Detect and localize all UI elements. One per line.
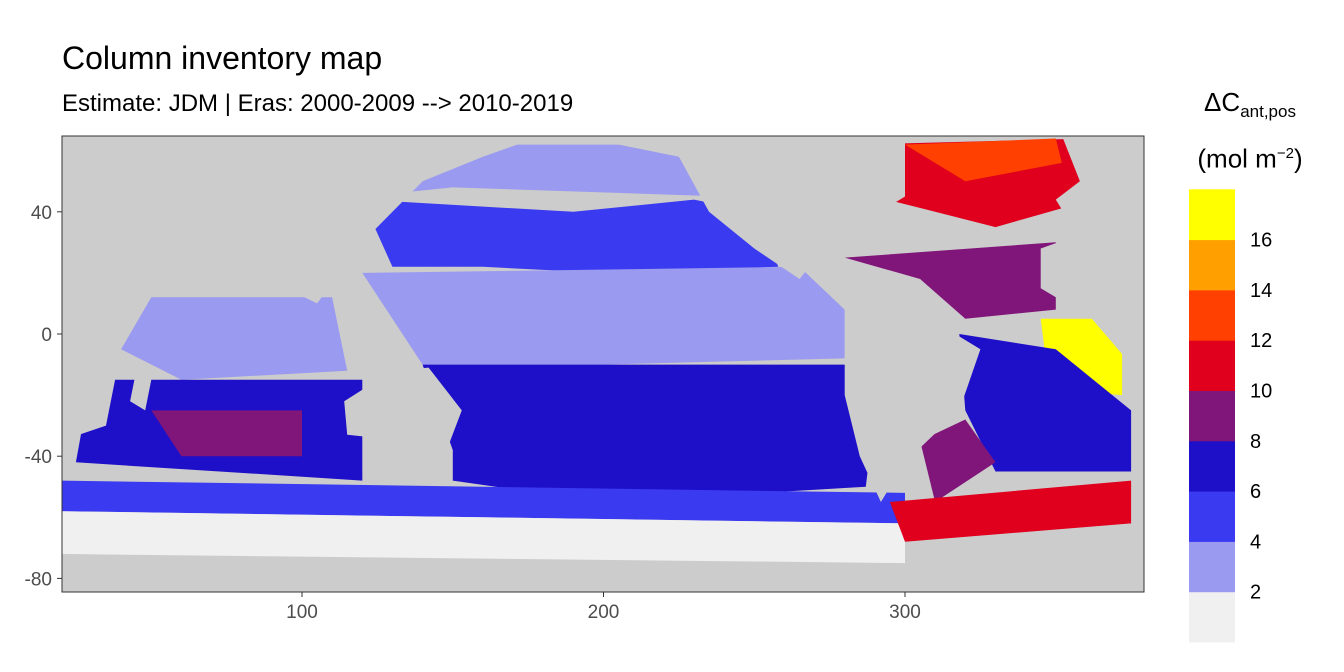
x-tick-label: 100 <box>286 602 318 623</box>
y-tick-label: -80 <box>25 569 52 590</box>
ocean-region-south-pacific <box>422 364 875 502</box>
ocean-region-subpolar-atlantic <box>905 138 1062 182</box>
ocean-region-south-atlantic <box>959 334 1132 472</box>
legend-swatch <box>1189 491 1235 542</box>
x-tick-label: 300 <box>889 602 921 623</box>
land-madagascar <box>130 370 152 411</box>
legend-swatch <box>1189 440 1235 492</box>
legend-swatch <box>1189 189 1235 241</box>
y-tick-label: -40 <box>25 447 52 468</box>
ocean-region-indian-core <box>151 410 302 457</box>
chart-subtitle: Estimate: JDM | Eras: 2000-2009 --> 2010… <box>62 90 574 117</box>
legend-swatch <box>1189 541 1235 593</box>
legend-tick-label: 14 <box>1250 280 1272 302</box>
ocean-region-indian-north <box>121 297 348 380</box>
chart-title: Column inventory map <box>62 40 383 76</box>
legend-swatch <box>1189 340 1235 391</box>
land-africa <box>62 221 152 441</box>
land-asia <box>62 136 542 304</box>
legend-swatch <box>1189 289 1235 341</box>
ocean-region-south-atlantic-front <box>889 480 1132 542</box>
legend-title: ΔCant,pos <box>1204 87 1296 122</box>
land-south-america <box>844 303 981 502</box>
legend-swatch <box>1189 591 1235 643</box>
land-north-america <box>576 136 905 279</box>
legend-tick-label: 4 <box>1250 531 1261 553</box>
ocean-region-atlantic-tropics <box>844 242 1056 319</box>
legend-tick-label: 12 <box>1250 330 1272 352</box>
land-australia <box>344 367 462 451</box>
legend-tick-label: 6 <box>1250 481 1261 503</box>
ocean-region-antarctic <box>62 511 905 564</box>
legend-tick-label: 8 <box>1250 431 1261 453</box>
y-tick-label: 40 <box>31 203 52 224</box>
legend-tick-label: 2 <box>1250 582 1261 604</box>
legend-tick-label: 16 <box>1250 230 1272 252</box>
ocean-region-southern-band <box>62 480 905 524</box>
y-tick-label: 0 <box>41 325 52 346</box>
land-antarctica <box>62 554 1144 592</box>
legend-units: (mol m−2) <box>1197 143 1303 174</box>
land-europe <box>1055 136 1144 224</box>
ocean-region-north-pacific-gyre <box>362 199 779 273</box>
legend-swatch <box>1189 239 1235 291</box>
land-west-africa <box>1040 224 1144 404</box>
legend-swatch <box>1189 390 1235 442</box>
ocean-region-sw-atlantic <box>920 419 996 502</box>
legend-tick-label: 10 <box>1250 381 1272 403</box>
ocean-region-equatorial-pacific <box>362 266 845 365</box>
x-tick-label: 200 <box>588 602 620 623</box>
